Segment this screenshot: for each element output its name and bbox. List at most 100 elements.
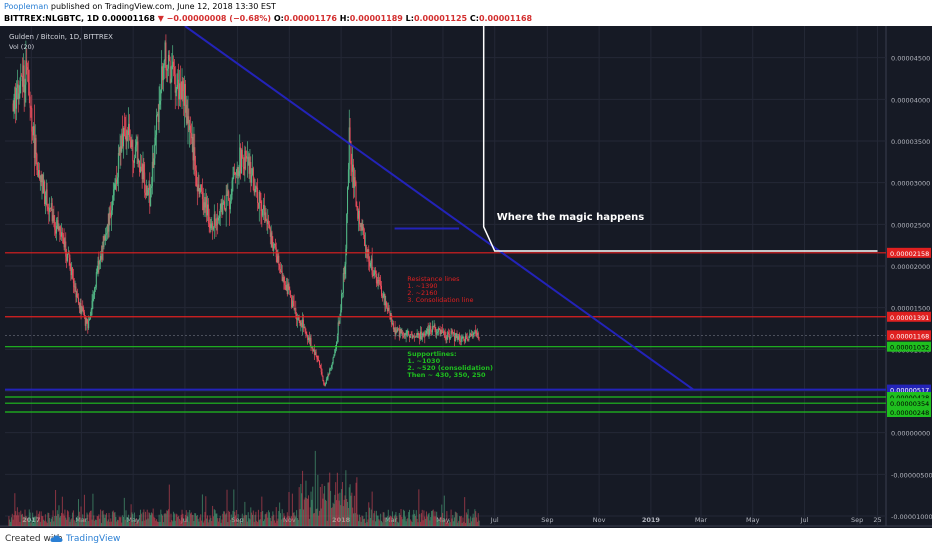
volume-bar [234,511,236,526]
volume-bar [27,519,29,526]
volume-bar [106,513,108,526]
volume-bar [367,519,369,526]
candle-body [117,177,119,184]
candle-body [25,60,27,85]
chart-area[interactable]: -0.00001000 -0.00000500 0.00000000 0.000005… [0,25,932,528]
volume-bar [123,497,125,526]
candle-body [404,333,406,336]
candle-body [255,186,257,189]
volume-bar [62,513,64,526]
volume-bar [119,517,121,526]
volume-bar [298,487,300,526]
volume-bar [242,517,244,526]
candle-body [471,333,473,336]
volume-bar [75,522,77,526]
candle-body [54,220,56,230]
candle-body [52,215,54,222]
volume-bar [139,515,141,526]
volume-bar [357,514,359,526]
candle-body [182,81,184,92]
candle-body [310,338,312,348]
volume-bar [309,507,311,526]
candle-body [204,202,206,208]
candle-body [435,329,437,335]
volume-bar [388,520,390,526]
candle-body [120,146,122,152]
candle-body [162,66,164,81]
candle-body [472,335,474,337]
volume-bar [183,518,185,526]
candle-body [50,203,52,209]
volume-bar [255,511,257,526]
resistance-annotation-line: 3. Consolidation line [407,296,473,304]
candle-body [198,184,200,194]
volume-bar [213,509,215,526]
candle-body [432,326,434,328]
candle-body [21,75,23,77]
candle-body [321,371,323,376]
candle-body [336,341,338,349]
candle-body [134,158,136,163]
volume-bar [130,504,132,526]
volume-bar [72,512,74,526]
volume-bar [155,520,157,526]
candle-body [461,337,463,340]
candle-body [280,271,282,273]
candle-body [58,226,60,231]
price-chart[interactable]: -0.00001000 -0.00000500 0.00000000 0.000005… [0,25,932,528]
candle-body [34,138,36,158]
volume-bar [300,483,302,526]
candle-body [92,298,94,301]
volume-bar [154,517,156,526]
candle-body [223,201,225,209]
volume-bar [115,516,117,526]
candle-body [103,236,105,247]
volume-bar [131,512,133,526]
volume-bar [423,510,425,526]
candle-body [145,185,147,196]
candle-body [178,79,180,100]
volume-bar [369,507,371,526]
candle-body [409,334,411,338]
volume-bar [16,507,18,526]
volume-bar [81,518,83,526]
candle-body [111,200,113,211]
volume-bar [206,518,208,526]
volume-bar [163,513,165,526]
author-link[interactable]: Poopleman [4,2,49,11]
volume-bar [291,516,293,526]
candle-body [465,334,467,342]
volume-bar [278,511,280,526]
candle-body [327,373,329,379]
volume-bar [416,518,418,526]
volume-bar [466,514,468,526]
candle-body [216,217,218,226]
candle-body [169,60,171,83]
volume-bar [174,520,176,526]
volume-bar [60,515,62,526]
volume-bar [37,520,39,526]
volume-bar [477,513,479,526]
volume-bar [230,514,232,526]
volume-bar [382,512,384,526]
volume-bar [402,519,404,526]
volume-bar [317,474,319,526]
candles [12,34,480,387]
volume-bar [11,513,13,526]
tradingview-brand-link[interactable]: TradingView [66,534,121,544]
candle-body [149,184,151,207]
candle-body [240,149,242,174]
volume-bar [190,513,192,526]
volume-bar [30,522,32,526]
candle-body [470,333,472,337]
volume-bar [294,515,296,526]
volume-bar [137,521,139,526]
volume-bar [74,521,76,526]
volume-bar [80,506,82,526]
candle-body [225,194,227,211]
candle-body [129,136,131,141]
volume-bar [339,492,341,526]
candle-body [211,223,213,225]
volume-bar [126,517,128,526]
candle-body [83,307,85,313]
